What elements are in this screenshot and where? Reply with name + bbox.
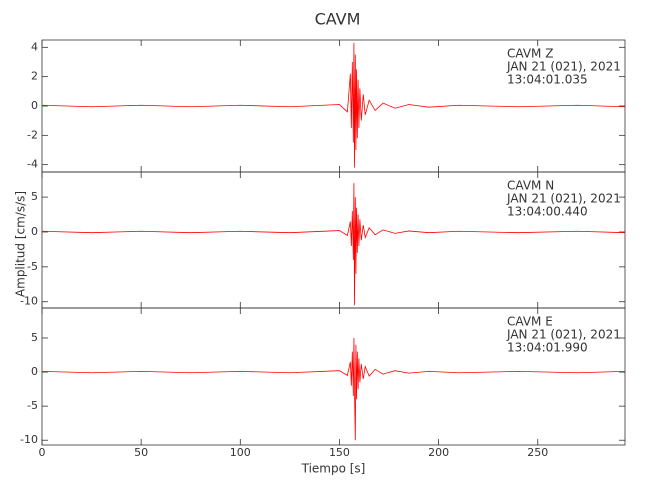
y-tick-label: 0	[31, 365, 38, 378]
annotation: 13:04:01.035	[507, 73, 588, 87]
trace	[41, 183, 626, 306]
x-tick-label: 50	[134, 446, 148, 459]
annotation: CAVM Z	[507, 47, 553, 61]
y-tick-label: 0	[31, 225, 38, 238]
chart-title: CAVM	[315, 10, 361, 29]
y-tick-label: -4	[27, 158, 38, 171]
y-tick-label: -5	[27, 399, 38, 412]
x-tick-label: 250	[527, 446, 548, 459]
y-tick-label: -5	[27, 260, 38, 273]
annotation: CAVM N	[507, 179, 554, 193]
y-axis-label: Amplitud [cm/s/s]	[14, 191, 28, 297]
x-tick-label: 0	[39, 446, 46, 459]
trace	[41, 337, 626, 441]
annotation: 13:04:01.990	[507, 341, 588, 355]
y-tick-label: 0	[31, 99, 38, 112]
annotation: JAN 21 (021), 2021	[506, 192, 621, 206]
y-tick-label: -10	[20, 295, 38, 308]
annotation: JAN 21 (021), 2021	[506, 60, 621, 74]
plot-frame	[41, 307, 626, 446]
y-tick-label: 5	[31, 331, 38, 344]
annotation: 13:04:00.440	[507, 205, 588, 219]
x-axis-label: Tiempo [s]	[301, 462, 366, 476]
x-tick-label: 200	[428, 446, 449, 459]
y-tick-label: 2	[31, 70, 38, 83]
annotation: JAN 21 (021), 2021	[506, 328, 621, 342]
y-tick-label: -10	[20, 433, 38, 446]
x-tick-label: 100	[230, 446, 251, 459]
y-tick-label: -2	[27, 128, 38, 141]
x-tick-label: 150	[329, 446, 350, 459]
y-tick-label: 4	[31, 40, 38, 53]
y-tick-label: 5	[31, 190, 38, 203]
annotation: CAVM E	[507, 315, 553, 329]
trace	[41, 42, 626, 168]
